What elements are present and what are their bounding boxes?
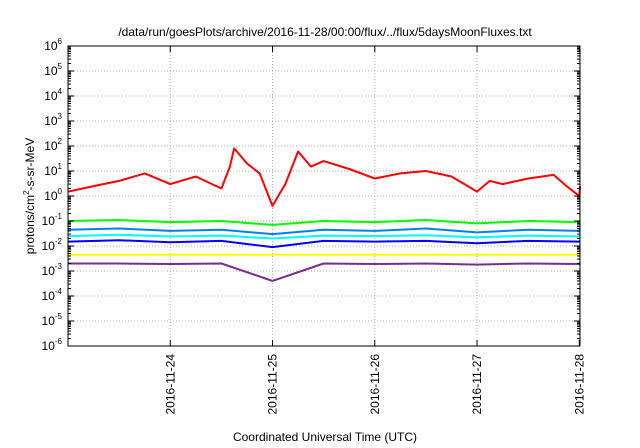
- y-tick-label: 105: [44, 62, 62, 78]
- series-group: [67, 147, 581, 282]
- y-tick-label: 10-1: [42, 212, 63, 228]
- y-axis-label: protons/cm2-s-sr-MeV: [22, 138, 37, 254]
- grid: [68, 46, 580, 346]
- series-line-4: [67, 233, 581, 240]
- series-line-1: [67, 147, 581, 207]
- y-tick-label: 104: [44, 87, 62, 103]
- y-tick-label: 10-4: [42, 287, 63, 303]
- x-tick-label: 2016-11-28: [572, 354, 586, 415]
- x-tick-label: 2016-11-26: [368, 354, 382, 415]
- y-axis-ticks: 10-6 10-5 10-4 10-3 10-2 10-1 100 101 102 103 104 1…: [42, 37, 580, 353]
- x-tick-label: 2016-11-24: [163, 354, 177, 415]
- series-line-5: [67, 239, 581, 249]
- x-axis-label: Coordinated Universal Time (UTC): [233, 430, 417, 444]
- series-line-3: [67, 227, 581, 236]
- chart-title: /data/run/goesPlots/archive/2016-11-28/0…: [118, 25, 532, 39]
- y-tick-label: 101: [44, 162, 62, 178]
- x-axis-ticks: 2016-11-24 2016-11-25 2016-11-26 2016-11-27…: [163, 46, 586, 415]
- x-tick-label: 2016-11-25: [266, 354, 280, 415]
- series-line-7: [68, 262, 581, 282]
- series-line-2: [67, 219, 581, 226]
- y-tick-label: 106: [44, 37, 62, 53]
- y-tick-label: 103: [44, 112, 62, 128]
- y-tick-label: 10-2: [42, 237, 63, 253]
- y-tick-label: 102: [44, 137, 62, 153]
- y-tick-label: 10-3: [42, 262, 63, 278]
- x-tick-label: 2016-11-27: [470, 354, 484, 415]
- y-tick-label: 10-6: [42, 337, 63, 353]
- y-tick-label: 10-5: [42, 312, 63, 328]
- y-tick-label: 100: [44, 187, 62, 203]
